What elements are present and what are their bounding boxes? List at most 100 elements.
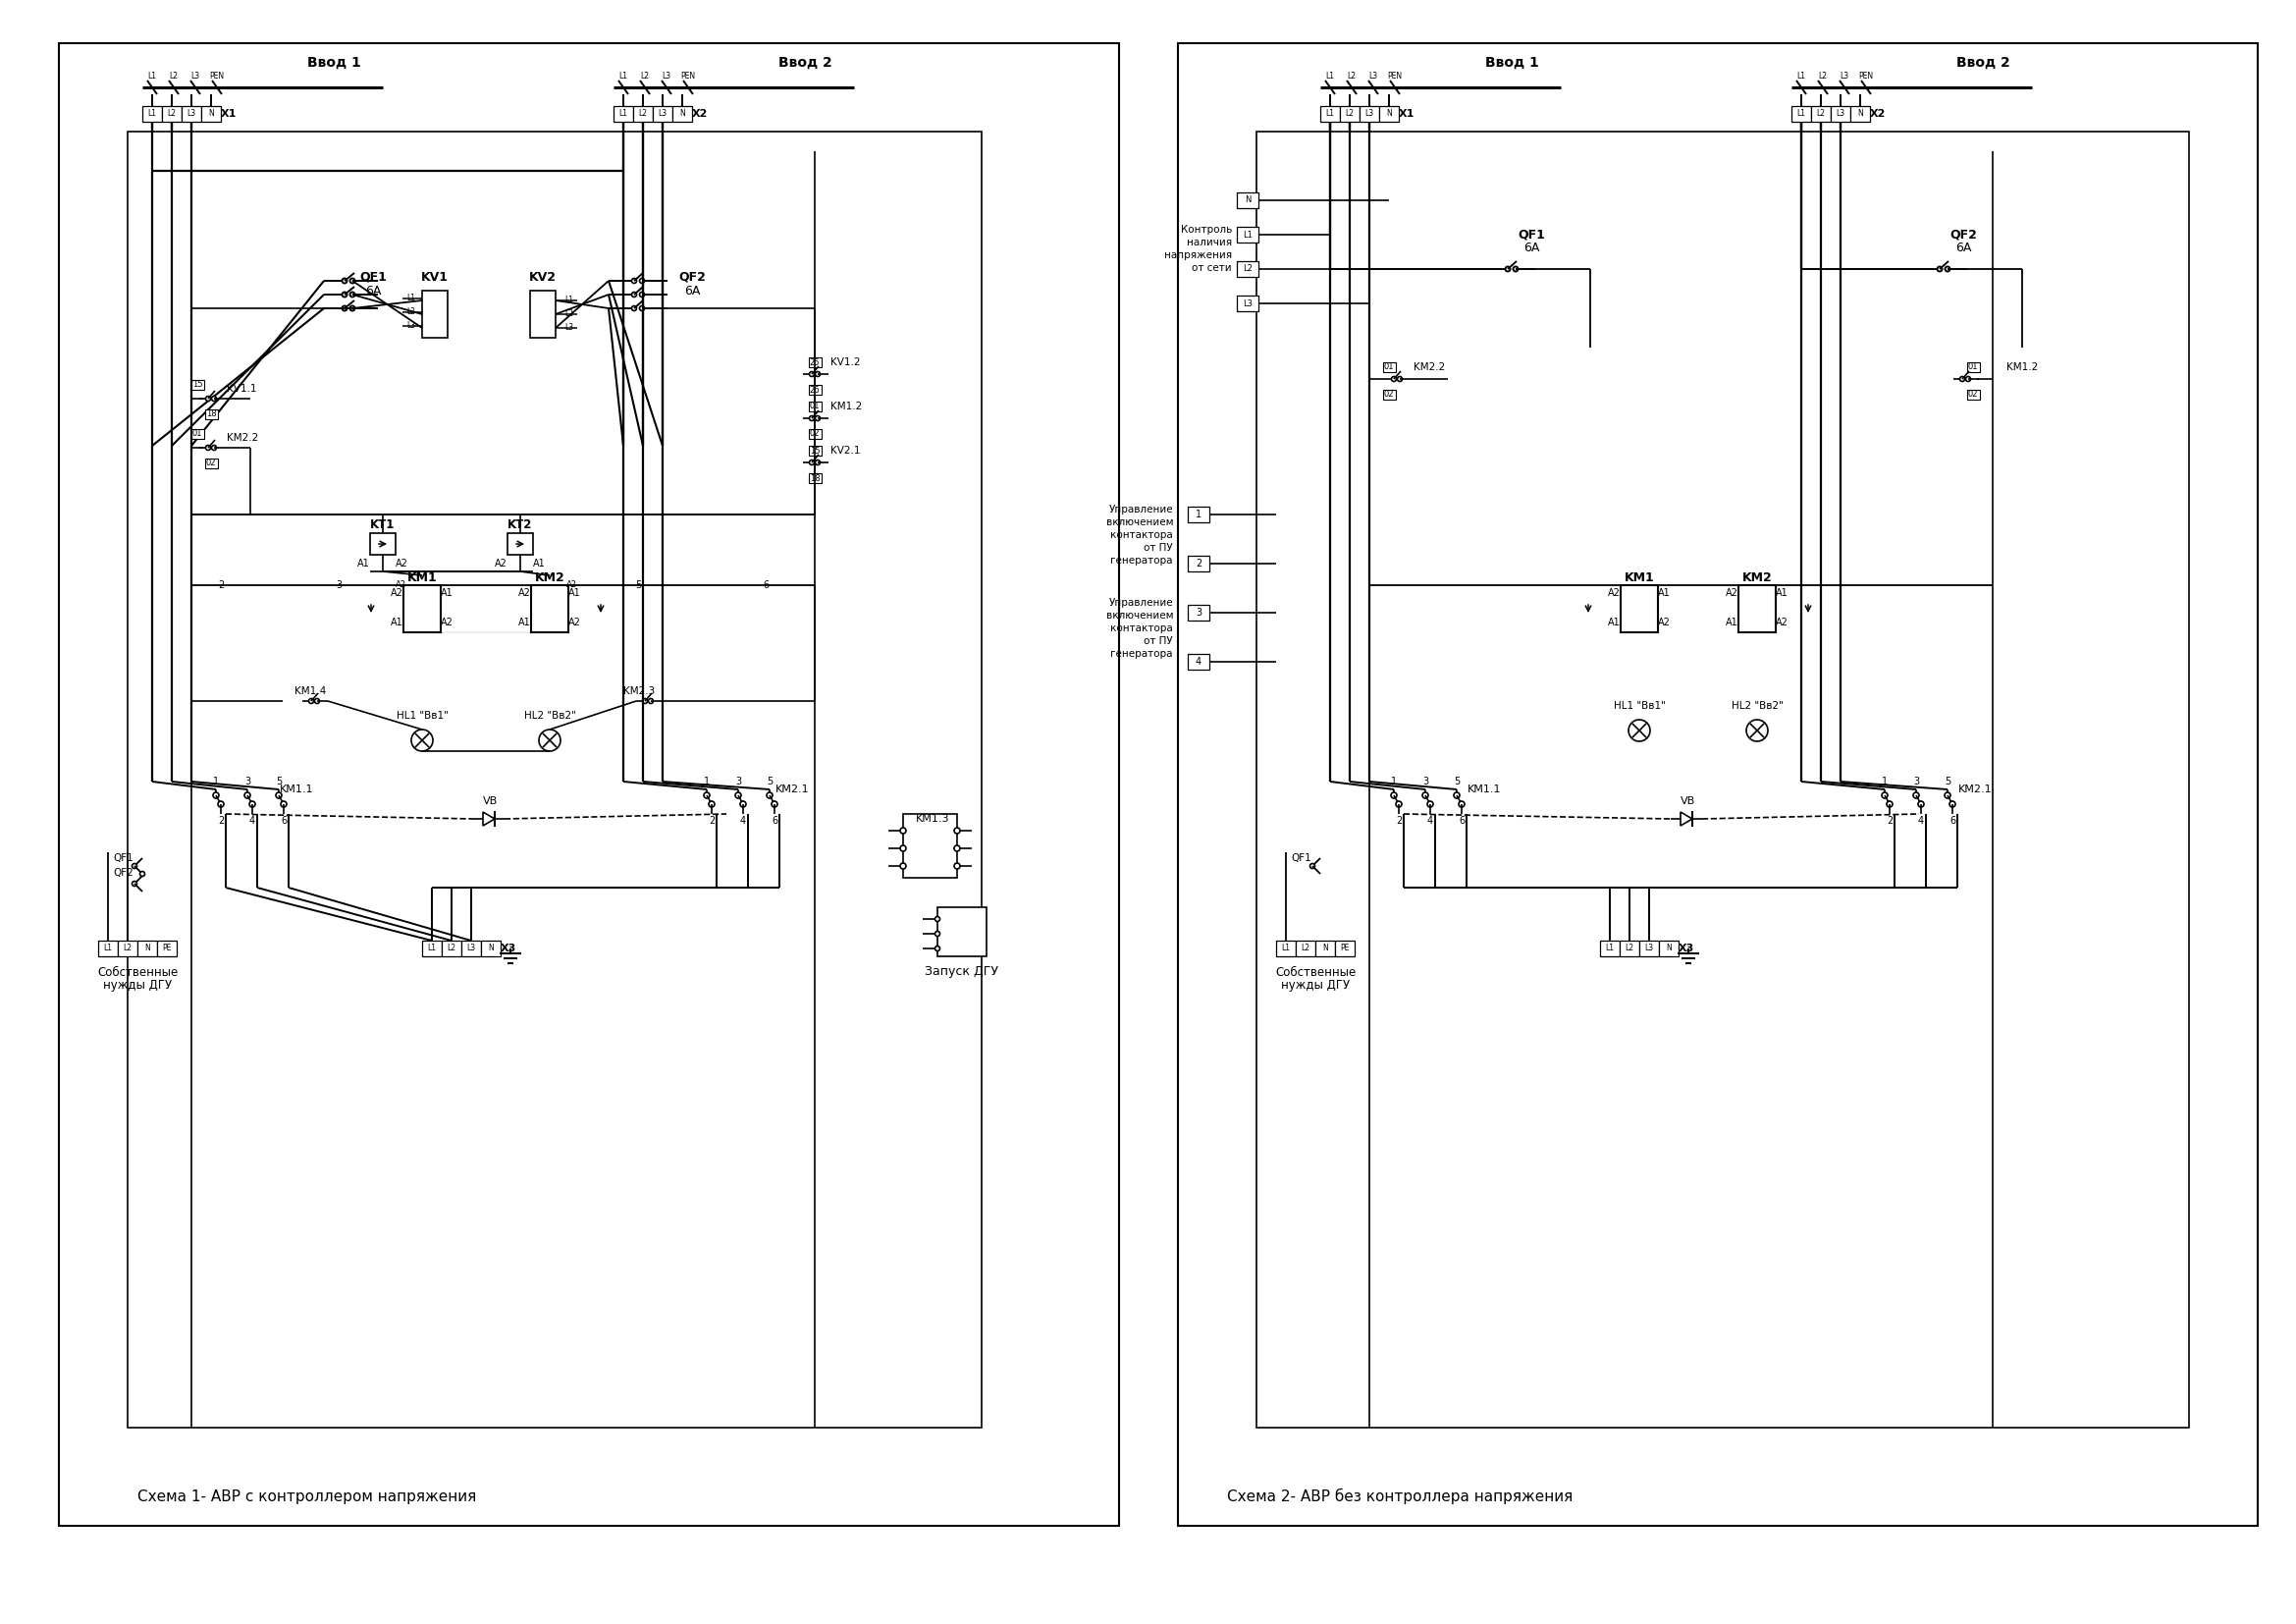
Text: L1: L1 [147,109,156,119]
Circle shape [641,278,645,283]
Text: QF1: QF1 [360,271,386,283]
Text: 01: 01 [810,403,820,411]
Circle shape [631,278,636,283]
Text: 3: 3 [1196,607,1201,617]
Text: L1: L1 [1325,71,1334,80]
Bar [1187,604,1210,620]
Circle shape [1396,801,1403,807]
Bar [117,940,138,957]
Text: 2: 2 [218,580,225,590]
Circle shape [342,305,347,310]
Bar [370,533,395,555]
Text: контактора: контактора [1111,624,1173,633]
Circle shape [1513,266,1518,271]
Text: KM1.1: KM1.1 [280,784,315,794]
Text: N: N [145,944,149,953]
Circle shape [631,292,636,297]
Text: L1: L1 [427,944,436,953]
Circle shape [349,292,356,297]
Bar [422,940,441,957]
Circle shape [250,801,255,807]
Text: A2: A2 [395,559,409,568]
Circle shape [815,372,820,377]
Text: L2: L2 [565,310,574,318]
Text: 6: 6 [771,815,778,825]
Text: L2: L2 [1302,944,1311,953]
Text: 18: 18 [207,409,216,419]
Text: от ПУ: от ПУ [1143,637,1173,646]
Text: A2: A2 [569,617,581,627]
Circle shape [276,793,282,799]
Bar [507,533,533,555]
Text: N: N [1667,944,1671,953]
Circle shape [735,793,742,799]
Text: 6A: 6A [684,284,700,297]
Text: L1: L1 [1798,109,1805,119]
Bar [1621,585,1658,632]
Text: 02: 02 [810,430,820,438]
Text: L1: L1 [147,71,156,80]
Text: Схема 1- АВР с контроллером напряжения: Схема 1- АВР с контроллером напряжения [138,1489,475,1504]
Text: 15: 15 [810,447,820,455]
Text: X3: X3 [1678,944,1694,953]
Text: 4: 4 [739,815,746,825]
Bar [1187,555,1210,572]
Text: QF1: QF1 [1290,853,1311,862]
Text: 5: 5 [1945,776,1952,786]
Text: 01: 01 [1384,362,1394,372]
Bar [1968,390,1979,400]
Circle shape [647,698,654,703]
Circle shape [349,305,356,310]
Text: A2: A2 [1727,588,1738,598]
Text: 1: 1 [1391,776,1396,786]
Text: L2: L2 [638,109,647,119]
Text: 2: 2 [1196,559,1201,568]
Text: L3: L3 [191,71,200,80]
Text: HL1 "Вв1": HL1 "Вв1" [1614,702,1665,711]
Text: L3: L3 [1364,109,1373,119]
Bar [1320,106,1341,122]
Text: 5: 5 [276,776,282,786]
Text: KV2.1: KV2.1 [831,445,861,456]
Circle shape [1628,719,1651,741]
Text: L2: L2 [448,944,457,953]
Text: VB: VB [1681,796,1697,806]
Bar [808,445,822,456]
Text: L1: L1 [1281,944,1290,953]
Text: QF2: QF2 [1949,229,1977,240]
Text: 5: 5 [636,580,641,590]
Circle shape [643,698,647,703]
Text: KM1.1: KM1.1 [1467,784,1502,794]
Bar [181,106,202,122]
Circle shape [1961,377,1965,382]
Text: от сети: от сети [1192,263,1233,273]
Text: включением: включением [1107,611,1173,620]
Text: PE: PE [163,944,172,953]
Text: A1: A1 [358,559,370,568]
Text: A2: A2 [519,588,530,598]
Text: L3: L3 [661,71,670,80]
Text: KM2.1: KM2.1 [776,784,810,794]
Text: L1: L1 [1605,944,1614,953]
Text: A2: A2 [1658,617,1671,627]
Text: 6A: 6A [1522,240,1538,253]
Text: 1: 1 [214,776,218,786]
Text: Управление: Управление [1109,505,1173,515]
Circle shape [709,801,714,807]
Text: N: N [209,109,214,119]
Text: L2: L2 [1818,71,1828,80]
Text: L1: L1 [103,944,113,953]
Bar [1359,106,1380,122]
Text: 3: 3 [1421,776,1428,786]
Bar [138,940,156,957]
Text: KM2.1: KM2.1 [1958,784,1993,794]
Text: L2: L2 [1626,944,1635,953]
Text: A2: A2 [1775,617,1789,627]
Text: A1: A1 [533,559,546,568]
Circle shape [771,801,778,807]
Text: KM1.2: KM1.2 [2007,362,2039,372]
Text: KV2: KV2 [528,271,556,283]
Text: KM1.4: KM1.4 [294,687,326,697]
Text: N: N [680,109,684,119]
Text: наличия: наличия [1187,237,1233,247]
